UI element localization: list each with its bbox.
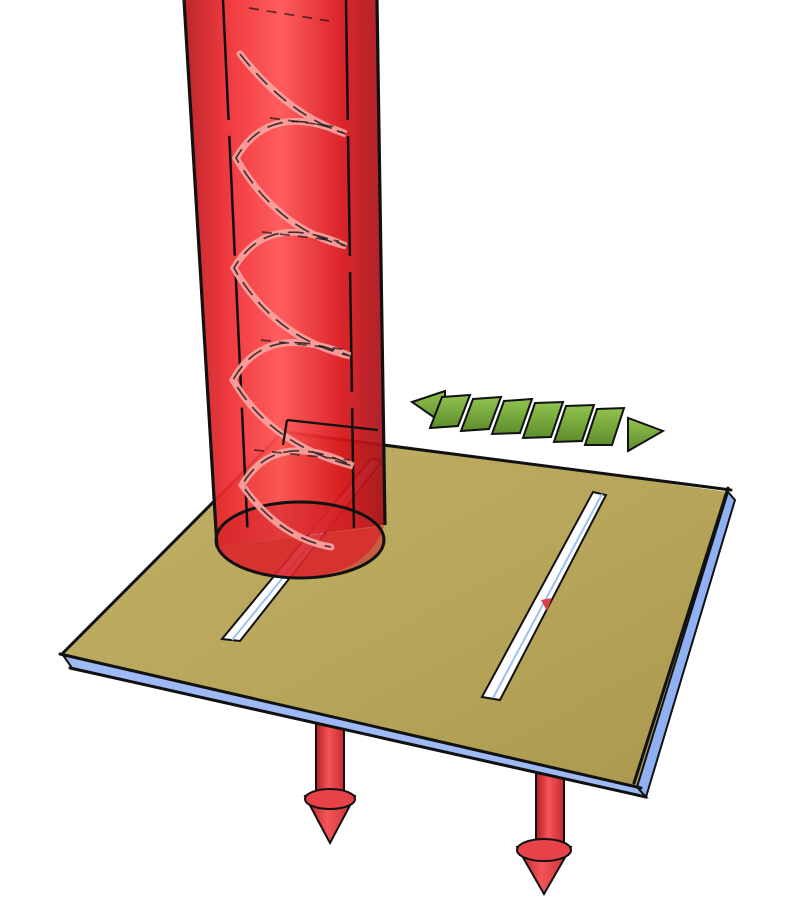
right-slot xyxy=(480,490,608,702)
helical-waveguide xyxy=(182,0,387,580)
downward-arrow-left xyxy=(303,717,357,846)
polarization-arrow xyxy=(409,389,666,453)
ground-plate xyxy=(58,427,737,799)
downward-arrow-right xyxy=(515,764,573,897)
